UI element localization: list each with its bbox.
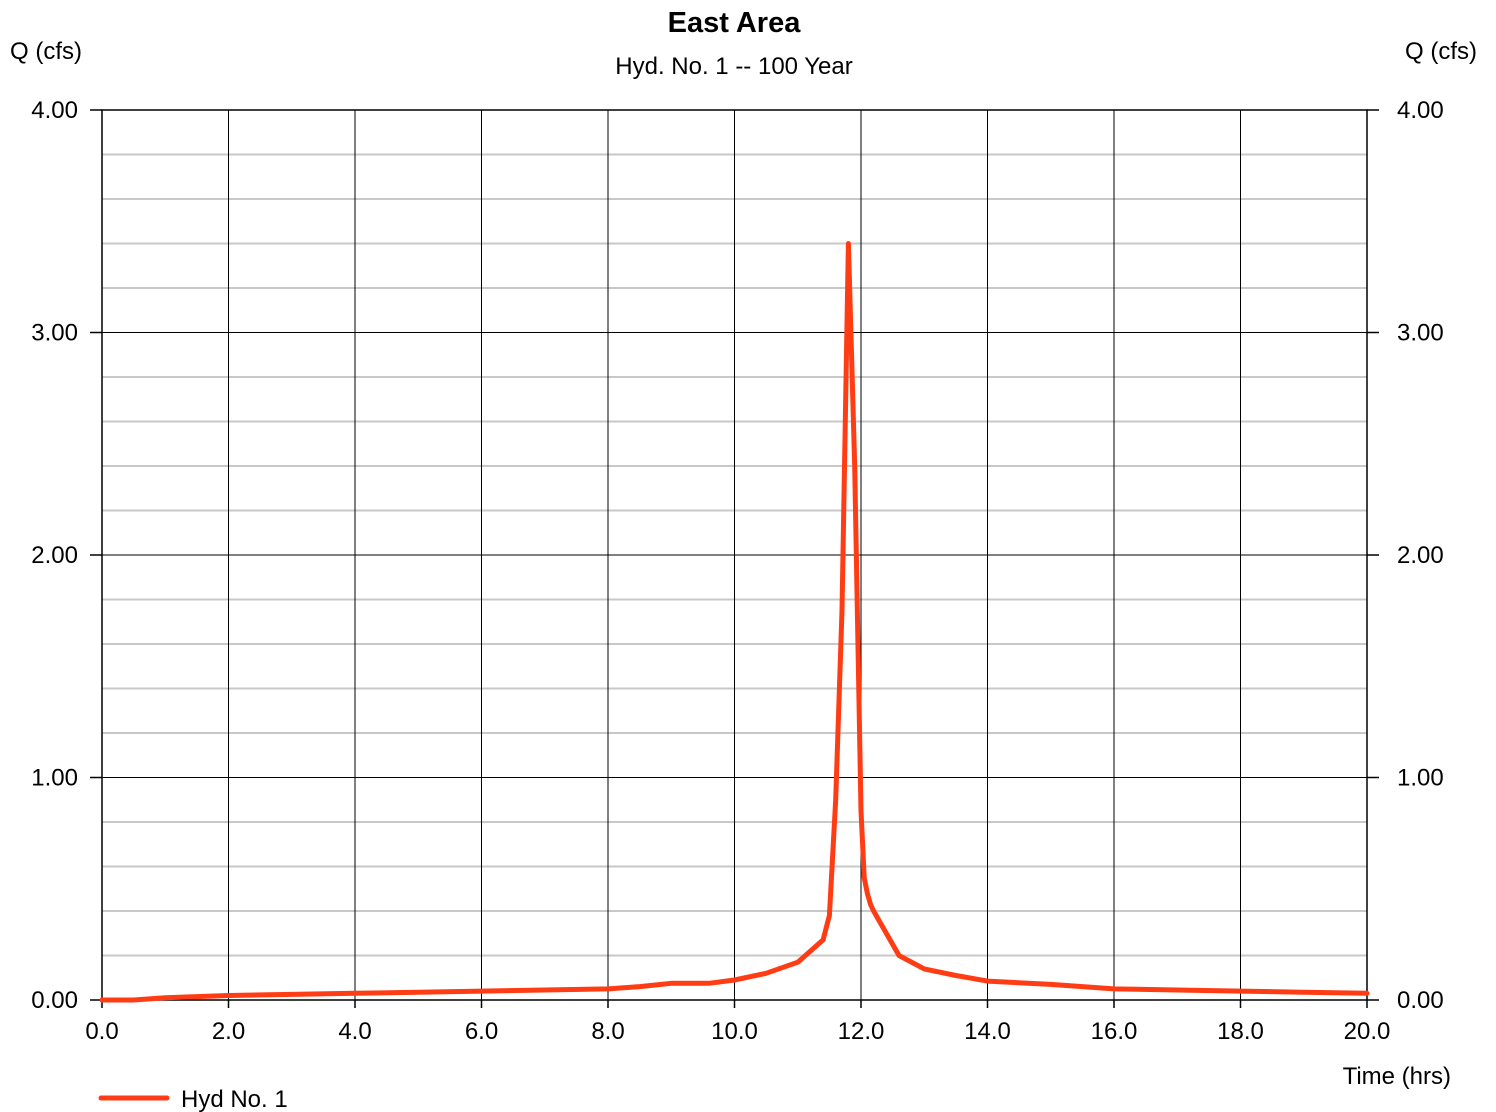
- legend-label-hyd-no-1: Hyd No. 1: [181, 1086, 288, 1112]
- y-tick-label-left: 3.00: [31, 320, 78, 347]
- y-tick-label-right: 2.00: [1397, 542, 1444, 569]
- y-axis-label-right: Q (cfs): [1405, 38, 1477, 65]
- legend: Hyd No. 1: [98, 1086, 288, 1112]
- y-tick-label-right: 1.00: [1397, 765, 1444, 792]
- x-tick-label: 10.0: [711, 1018, 758, 1045]
- x-tick-label: 16.0: [1091, 1018, 1138, 1045]
- y-axis-ticks: 0.00 0.00 1.00 1.00 2.00 2.00 3.00 3.00 4.00 4.00: [31, 97, 1443, 1014]
- y-axis-label-left: Q (cfs): [10, 38, 82, 65]
- x-tick-label: 18.0: [1217, 1018, 1264, 1045]
- x-tick-label: 6.0: [465, 1018, 498, 1045]
- y-tick-label-right: 4.00: [1397, 97, 1444, 124]
- y-tick-label-left: 4.00: [31, 97, 78, 124]
- y-tick-label-right: 0.00: [1397, 987, 1444, 1014]
- x-tick-label: 0.0: [85, 1018, 118, 1045]
- chart-subtitle: Hyd. No. 1 -- 100 Year: [615, 53, 852, 80]
- x-tick-label: 8.0: [591, 1018, 624, 1045]
- series-layer: [99, 241, 1370, 1003]
- x-tick-label: 14.0: [964, 1018, 1011, 1045]
- y-tick-label-right: 3.00: [1397, 320, 1444, 347]
- major-gridlines: [102, 110, 1367, 1000]
- series-line-hyd-no-1: [99, 241, 1370, 1003]
- x-tick-label: 20.0: [1344, 1018, 1391, 1045]
- x-tick-label: 2.0: [212, 1018, 245, 1045]
- y-tick-label-left: 0.00: [31, 987, 78, 1014]
- x-tick-label: 4.0: [338, 1018, 371, 1045]
- x-axis-label: Time (hrs): [1343, 1063, 1451, 1090]
- y-tick-label-left: 1.00: [31, 765, 78, 792]
- chart-title: East Area: [668, 7, 802, 39]
- y-tick-label-left: 2.00: [31, 542, 78, 569]
- x-tick-label: 12.0: [838, 1018, 885, 1045]
- x-axis-ticks: 0.0 2.0 4.0 6.0 8.0 10.0 12.0 14.0 16.0 18.0 20.0: [85, 1000, 1390, 1045]
